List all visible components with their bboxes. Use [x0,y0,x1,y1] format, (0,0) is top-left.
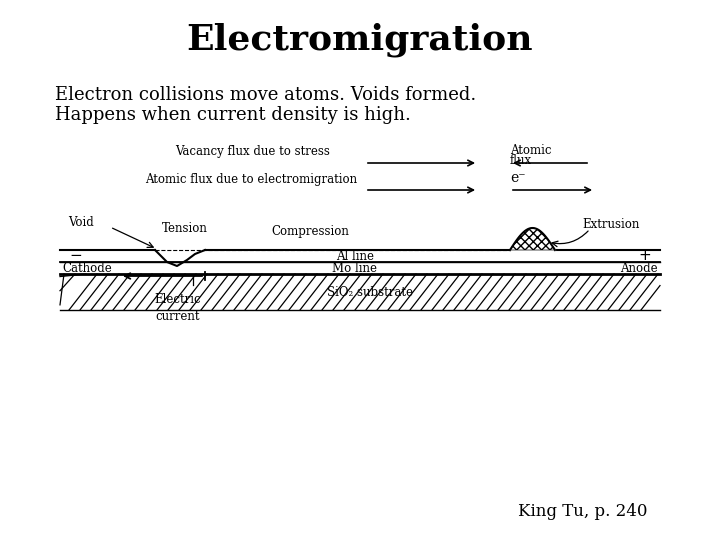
Text: Anode: Anode [621,261,658,274]
Text: Tension: Tension [162,222,208,235]
Text: Electromigration: Electromigration [186,23,534,57]
Text: Happens when current density is high.: Happens when current density is high. [55,106,411,124]
Text: Electron collisions move atoms. Voids formed.: Electron collisions move atoms. Voids fo… [55,86,476,104]
Text: Electric
current: Electric current [155,293,202,323]
Text: Atomic flux due to electromigration: Atomic flux due to electromigration [145,173,357,186]
Text: Mo line: Mo line [333,261,377,274]
Text: SiO₂ substrate: SiO₂ substrate [327,286,413,299]
Text: King Tu, p. 240: King Tu, p. 240 [518,503,648,521]
Text: Compression: Compression [271,226,349,239]
Text: −: − [70,248,82,264]
Text: +: + [639,248,652,264]
Text: Al line: Al line [336,249,374,262]
Text: Void: Void [68,215,94,228]
Text: e⁻: e⁻ [510,171,526,185]
Text: flux: flux [510,153,532,166]
Text: Cathode: Cathode [62,261,112,274]
Text: Extrusion: Extrusion [582,219,639,232]
Text: Vacancy flux due to stress: Vacancy flux due to stress [175,145,330,159]
Text: Atomic: Atomic [510,144,552,157]
